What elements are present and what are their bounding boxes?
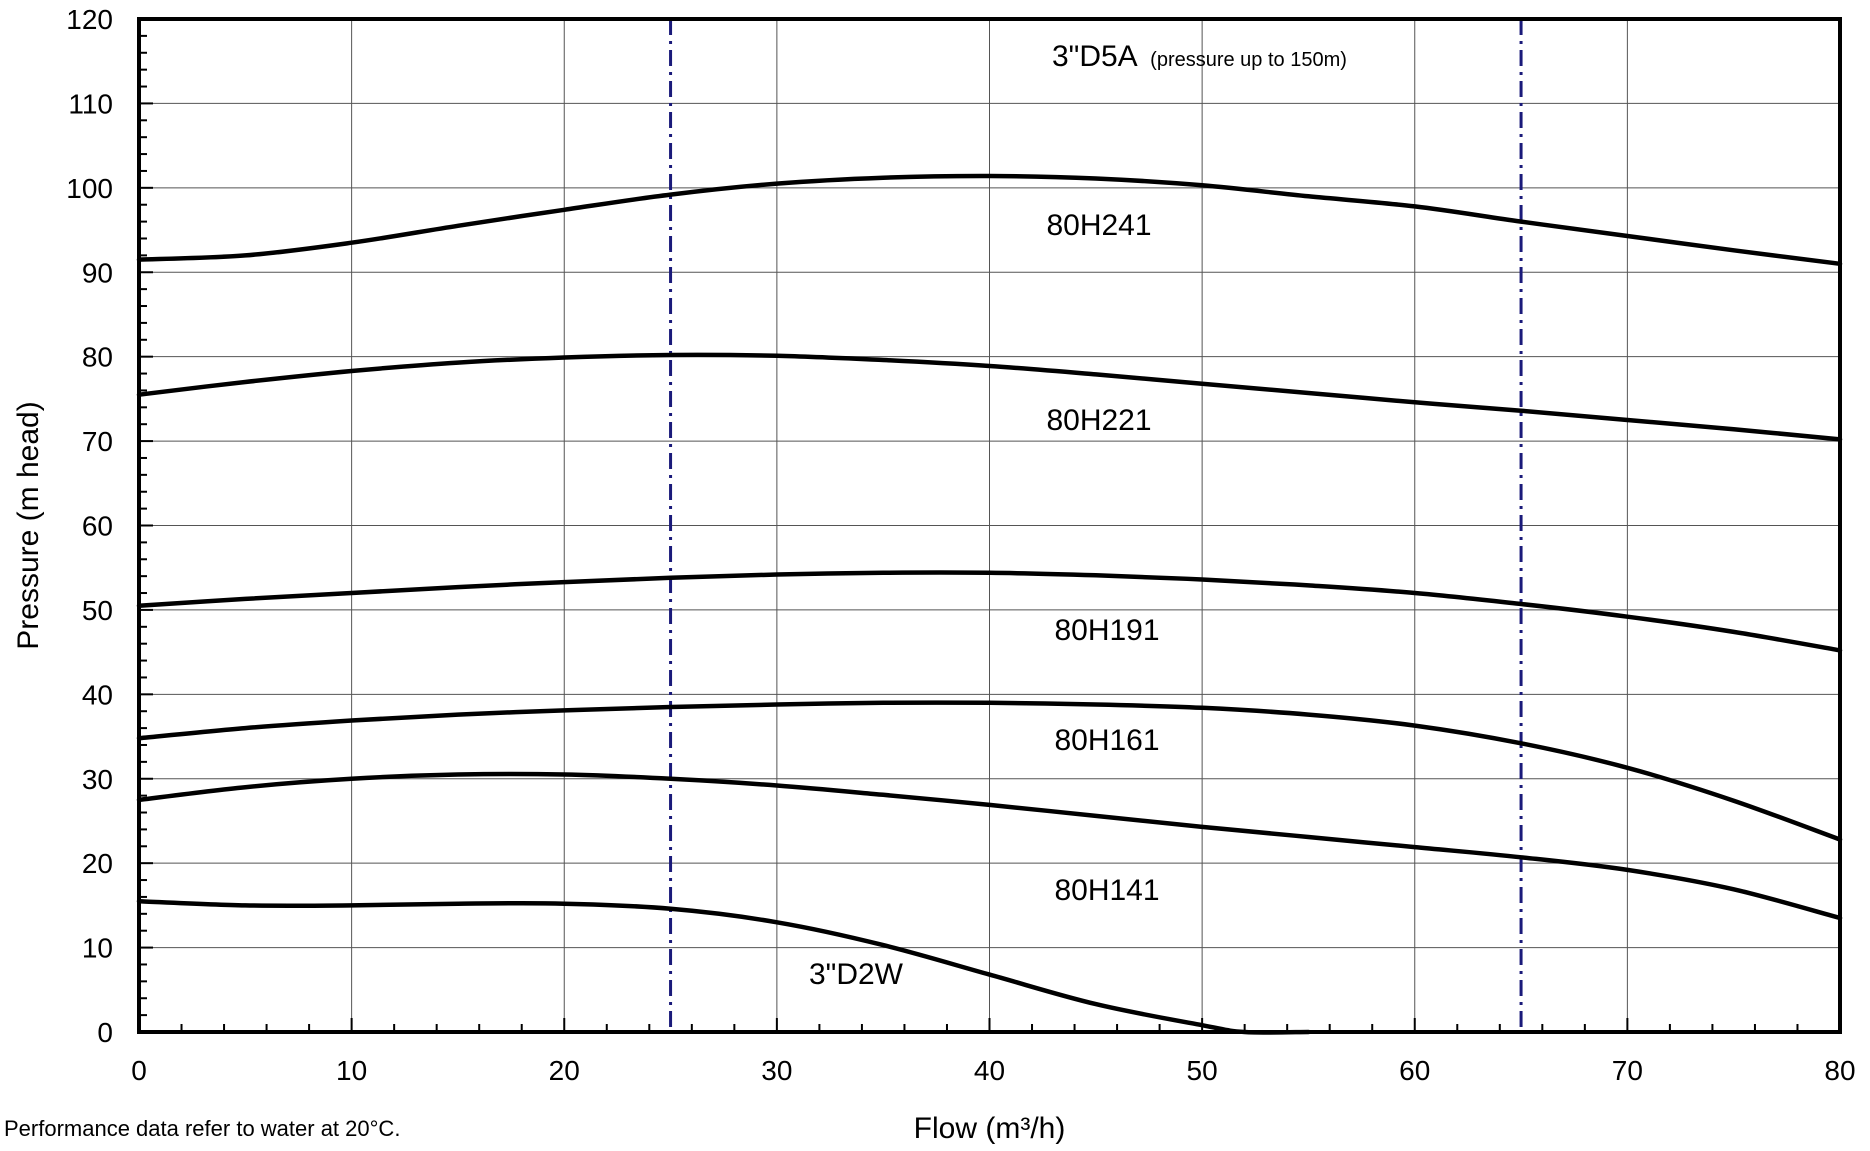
curve-label: 80H241	[1046, 209, 1151, 242]
curve-label: 3"D2W	[809, 958, 904, 991]
x-tick-label: 0	[131, 1055, 147, 1086]
curve-80h221	[136, 352, 1843, 442]
operating-range-lines	[669, 19, 1523, 1032]
y-tick-label: 60	[82, 511, 113, 542]
curve-label: 80H191	[1054, 614, 1159, 647]
y-tick-label: 90	[82, 257, 113, 288]
curve-label: 80H141	[1054, 874, 1159, 907]
model-note: (pressure up to 150m)	[1150, 49, 1347, 71]
y-tick-label: 80	[82, 342, 113, 373]
y-tick-label: 0	[97, 1017, 113, 1048]
x-tick-label: 10	[336, 1055, 367, 1086]
curve-label: 80H221	[1046, 404, 1151, 437]
curve-80h141	[136, 771, 1843, 921]
curve-label: 80H161	[1054, 724, 1159, 757]
x-tick-label: 80	[1824, 1055, 1855, 1086]
x-tick-label: 40	[974, 1055, 1005, 1086]
y-tick-label: 50	[82, 595, 113, 626]
footnote: Performance data refer to water at 20°C.	[4, 1116, 400, 1141]
x-tick-labels: 0 10 20 30 40 50 60 70 80	[131, 1055, 1855, 1086]
x-axis-label: Flow (m³/h)	[914, 1112, 1066, 1145]
y-axis-label: Pressure (m head)	[12, 401, 45, 649]
curve-80h241	[136, 173, 1843, 267]
x-tick-label: 50	[1187, 1055, 1218, 1086]
x-tick-label: 60	[1399, 1055, 1430, 1086]
x-tick-label: 30	[761, 1055, 792, 1086]
y-tick-label: 20	[82, 848, 113, 879]
y-tick-label: 10	[82, 933, 113, 964]
y-tick-labels: 0 10 20 30 40 50 60 70 80 90 100 110 120	[66, 4, 113, 1048]
curve-labels: 80H241 80H221 80H191 80H161 80H141 3"D2W	[809, 209, 1160, 991]
x-tick-label: 70	[1612, 1055, 1643, 1086]
plot-frame	[137, 17, 1842, 1034]
y-tick-label: 30	[82, 764, 113, 795]
model-name: 3"D5A	[1052, 40, 1138, 73]
y-tick-label: 40	[82, 679, 113, 710]
y-tick-label: 120	[66, 4, 113, 35]
y-tick-label: 100	[66, 173, 113, 204]
curve-3d2w	[136, 898, 1311, 1035]
x-tick-label: 20	[549, 1055, 580, 1086]
pump-curves	[136, 173, 1843, 1035]
model-annotation: 3"D5A (pressure up to 150m)	[1052, 40, 1347, 73]
curve-80h191	[136, 570, 1843, 653]
grid-lines	[138, 18, 1841, 1033]
y-tick-label: 70	[82, 426, 113, 457]
curve-80h161	[136, 700, 1843, 842]
y-tick-label: 110	[68, 88, 113, 119]
